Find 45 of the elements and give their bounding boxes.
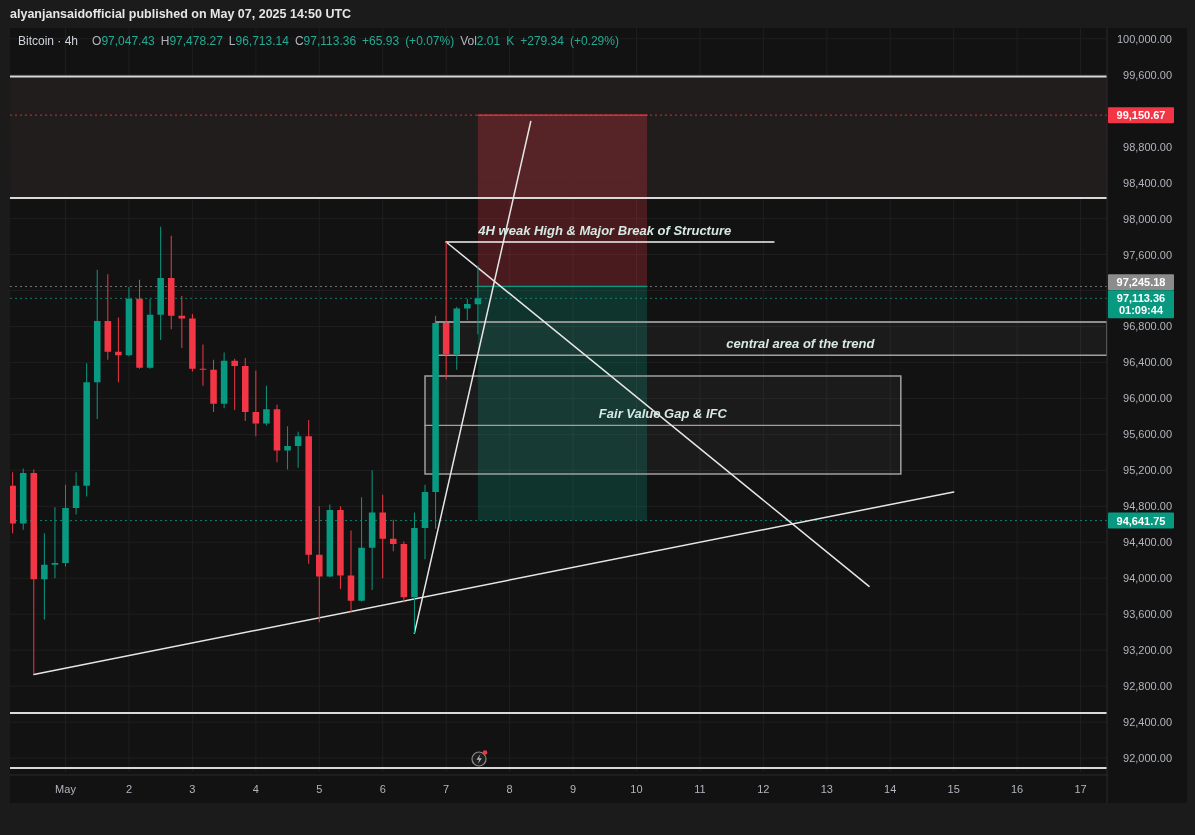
chart-title: alyanjansaidofficial published on May 07, 2025 14:50 UTC (10, 7, 352, 21)
ref-line-label: 97,245.18 (1116, 276, 1166, 289)
x-tick-label: 11 (694, 783, 706, 795)
ref-line-label: 99,150.67 (1116, 109, 1166, 122)
x-tick-label: 9 (569, 783, 577, 795)
x-tick-label: 10 (630, 783, 643, 795)
y-tick-label: 93,200.00 (1123, 644, 1172, 657)
x-tick-label: 3 (189, 783, 196, 795)
y-tick-label: 99,600.00 (1123, 68, 1172, 81)
y-tick-label: 98,000.00 (1123, 212, 1172, 225)
x-tick-label: 15 (947, 783, 960, 795)
y-tick-label: 94,400.00 (1123, 536, 1172, 549)
x-tick-label: 16 (1011, 783, 1024, 795)
y-tick-label: 96,800.00 (1123, 320, 1172, 333)
y-tick-label: 98,800.00 (1123, 140, 1172, 153)
y-tick-label: 96,000.00 (1123, 392, 1172, 405)
ref-line-label: 94,641.75 (1116, 514, 1166, 527)
x-tick-label: 2 (125, 783, 133, 795)
x-tick-label: 5 (316, 783, 323, 795)
x-tick-label: 14 (884, 783, 897, 795)
x-tick-label: 7 (443, 783, 450, 795)
text: Bitcoin · 4h (18, 34, 79, 48)
y-tick-label: 93,600.00 (1123, 608, 1172, 621)
y-tick-label: 95,200.00 (1123, 464, 1172, 477)
y-tick-label: 98,400.00 (1123, 176, 1172, 189)
annotation: Fair Value Gap & IFC (598, 406, 728, 422)
annotation: central area of the trend (726, 336, 876, 352)
x-tick-label: May (55, 783, 77, 795)
y-tick-label: 94,000.00 (1123, 572, 1172, 585)
x-tick-label: 4 (252, 783, 259, 795)
y-tick-label: 92,000.00 (1123, 752, 1172, 765)
y-tick-label: 100,000.00 (1116, 32, 1172, 45)
x-tick-label: 6 (379, 783, 386, 795)
y-tick-label: 97,600.00 (1123, 248, 1172, 261)
y-tick-label: 94,800.00 (1123, 500, 1172, 513)
ref-line-label: 97,113.36 01:09:44 (1116, 292, 1166, 317)
x-tick-label: 13 (820, 783, 833, 795)
x-tick-label: 12 (757, 783, 770, 795)
y-tick-label: 92,400.00 (1123, 716, 1172, 729)
y-tick-label: 92,800.00 (1123, 680, 1172, 693)
text: O97,047.43 H97,478.27 L96,713.14 C97,113.36 +65.93 (+0.07%) Vol2.01 K +279.34 (+0.29%) (92, 34, 619, 48)
x-tick-label: 17 (1074, 783, 1087, 795)
x-tick-label: 8 (506, 783, 513, 795)
y-tick-label: 95,600.00 (1123, 428, 1172, 441)
y-tick-label: 96,400.00 (1123, 356, 1172, 369)
